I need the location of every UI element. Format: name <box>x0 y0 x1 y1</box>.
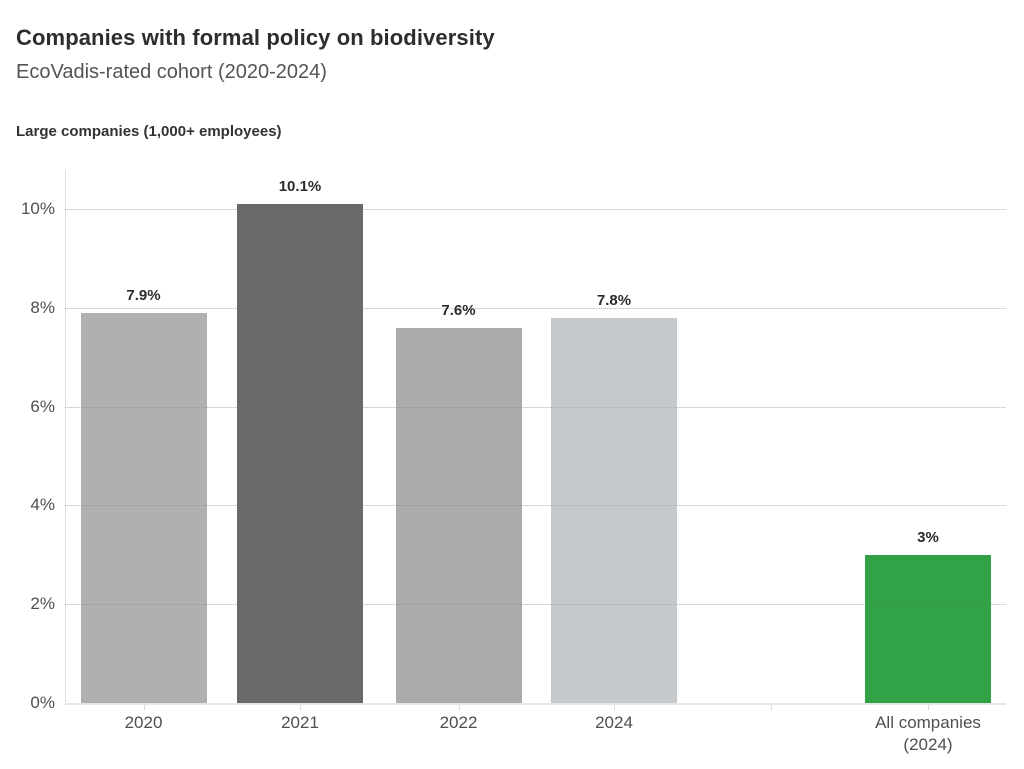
bar-2022 <box>395 327 522 703</box>
y-gridline-dotted <box>65 209 1006 210</box>
bar-value-label: 7.8% <box>596 291 632 309</box>
bar-2020 <box>80 312 207 703</box>
y-gridline <box>65 406 1006 408</box>
y-gridline <box>65 604 1006 606</box>
y-tick-label: 4% <box>30 495 55 515</box>
x-tick-label: All companies (2024) <box>875 713 981 754</box>
y-gridline <box>65 209 1006 210</box>
bar-value-label: 7.9% <box>126 286 161 304</box>
bar-all-companies-2024- <box>865 554 991 703</box>
x-tick-label: 2022 <box>439 713 478 732</box>
bar-2021 <box>237 204 363 703</box>
axis-tick <box>771 705 772 710</box>
y-tick-label: 6% <box>30 396 55 416</box>
axis-tick <box>143 705 145 710</box>
y-gridline <box>65 307 1006 309</box>
bar-value-label: 7.6% <box>441 301 476 319</box>
axis-tick <box>458 705 460 710</box>
x-tick-label: 2020 <box>124 713 163 732</box>
chart-group-label: Large companies (1,000+ employees) <box>16 123 282 140</box>
y-gridline <box>65 505 1006 507</box>
y-gridline-dotted <box>65 604 1006 606</box>
y-tick-label: 0% <box>30 693 55 712</box>
y-gridline-dotted <box>65 307 1006 309</box>
chart-subtitle: EcoVadis-rated cohort (2020-2024) <box>16 61 327 83</box>
y-tick-label: 10% <box>20 199 55 218</box>
y-gridline-dotted <box>65 505 1006 507</box>
x-axis-line <box>65 703 1006 705</box>
axis-tick <box>300 705 301 710</box>
bar-value-label: 3% <box>917 528 939 546</box>
axis-tick <box>614 705 615 710</box>
y-axis-line <box>65 170 66 703</box>
x-tick-label: 2024 <box>595 713 633 732</box>
y-gridline-dotted <box>65 406 1006 408</box>
x-tick-label: 2021 <box>281 713 319 732</box>
bar-value-label: 10.1% <box>278 178 322 196</box>
y-tick-label: 2% <box>30 594 55 614</box>
y-tick-label: 8% <box>30 297 55 317</box>
chart-title: Companies with formal policy on biodiver… <box>16 25 495 50</box>
axis-tick <box>928 705 929 710</box>
bar-2024 <box>551 317 677 703</box>
